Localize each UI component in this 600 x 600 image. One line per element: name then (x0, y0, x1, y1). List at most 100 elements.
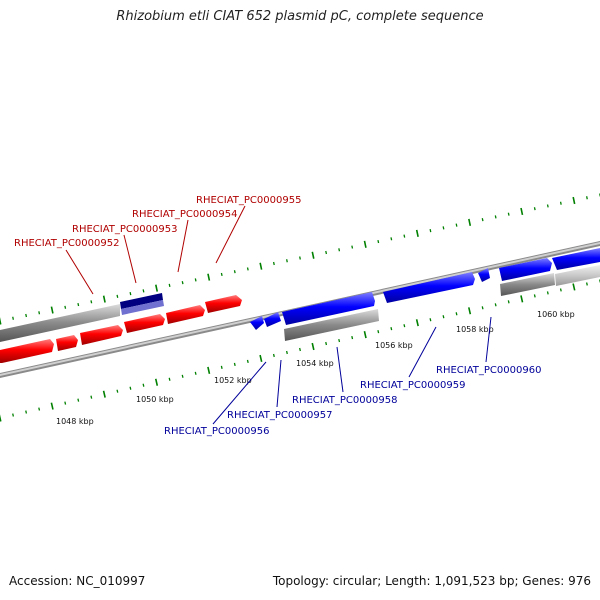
reverse-gene-labels: RHECIAT_PC0000956 RHECIAT_PC0000957 RHEC… (164, 365, 541, 437)
gene-label: RHECIAT_PC0000956 (164, 426, 269, 437)
minor-tick (585, 282, 588, 286)
minor-tick (129, 386, 132, 390)
minor-tick (507, 212, 510, 216)
minor-tick (272, 353, 275, 358)
tick-label: 1060 kbp (537, 310, 575, 319)
minor-tick (25, 313, 28, 318)
minor-tick (455, 312, 458, 316)
minor-tick (546, 291, 549, 295)
major-tick (259, 354, 263, 363)
map-title: Rhizobium etli CIAT 652 plasmid pC, comp… (116, 9, 484, 24)
minor-tick (77, 398, 80, 402)
major-tick (415, 319, 419, 327)
minor-tick (181, 374, 184, 378)
minor-tick (546, 204, 549, 208)
minor-tick (507, 300, 510, 304)
minor-tick (142, 383, 145, 387)
gene-arrow (264, 312, 281, 327)
minor-tick (233, 270, 236, 274)
gene-arrow (205, 295, 242, 313)
minor-tick (77, 302, 80, 307)
major-tick (311, 251, 315, 259)
topology-summary: Topology: circular; Length: 1,091,523 bp… (272, 574, 591, 588)
gene-arrow (250, 316, 264, 330)
minor-tick (429, 229, 432, 233)
gene-arrow (56, 335, 78, 351)
minor-tick (559, 201, 562, 205)
major-tick (207, 366, 211, 374)
gene-label: RHECIAT_PC0000952 (14, 238, 119, 249)
gene-label: RHECIAT_PC0000959 (360, 380, 465, 391)
minor-tick (481, 306, 484, 310)
major-tick (468, 307, 472, 315)
minor-tick (194, 371, 197, 375)
minor-tick (377, 239, 380, 244)
forward-gene-arrows (0, 295, 242, 363)
major-tick (102, 390, 106, 398)
minor-tick (442, 315, 445, 319)
minor-tick (116, 389, 119, 393)
minor-tick (533, 207, 536, 211)
minor-tick (38, 311, 41, 315)
major-tick (311, 342, 315, 351)
minor-tick (233, 362, 236, 366)
minor-tick (390, 327, 393, 331)
gene-label: RHECIAT_PC0000955 (196, 195, 301, 206)
minor-tick (25, 410, 28, 414)
major-tick (259, 262, 263, 270)
minor-tick (429, 318, 432, 322)
minor-tick (351, 335, 354, 340)
gene-arrow (552, 248, 600, 270)
minor-tick (455, 223, 458, 227)
minor-tick (181, 281, 184, 285)
reverse-feature-bars (284, 265, 600, 341)
gene-label: RHECIAT_PC0000953 (72, 224, 177, 235)
minor-tick (494, 303, 497, 307)
major-tick (363, 240, 367, 248)
minor-tick (299, 347, 301, 352)
forward-label-leaders (65, 205, 246, 295)
major-tick (363, 331, 367, 339)
outer-tick-ring (0, 193, 600, 325)
major-tick (50, 402, 54, 410)
minor-tick (129, 292, 132, 296)
minor-tick (220, 365, 223, 369)
gene-arrow (0, 339, 54, 363)
major-tick (154, 378, 159, 386)
minor-tick (246, 359, 249, 364)
gene-arrow (166, 305, 205, 324)
accession-text: Accession: NC_010997 (9, 574, 146, 588)
gene-arrow (124, 314, 165, 333)
reverse-label-leaders (212, 316, 492, 425)
minor-tick (194, 278, 197, 282)
forward-gene-labels: RHECIAT_PC0000952 RHECIAT_PC0000953 RHEC… (14, 195, 301, 249)
major-tick (0, 317, 2, 325)
major-tick (520, 207, 524, 216)
gene-label: RHECIAT_PC0000957 (227, 410, 332, 421)
major-tick (520, 295, 524, 303)
reverse-gene-arrows (250, 248, 600, 330)
major-tick (207, 273, 211, 281)
minor-tick (220, 272, 223, 277)
tick-label: 1048 kbp (56, 417, 94, 426)
tick-label: 1054 kbp (296, 359, 334, 368)
minor-tick (559, 288, 562, 292)
gene-arrow (478, 268, 490, 282)
minor-tick (325, 250, 328, 255)
minor-tick (64, 401, 67, 405)
minor-tick (168, 377, 171, 381)
tick-labels: 1048 kbp 1050 kbp 1052 kbp 1054 kbp 1056… (56, 310, 575, 426)
minor-tick (142, 289, 145, 293)
minor-tick (586, 196, 588, 200)
major-tick (415, 229, 419, 237)
minor-tick (64, 305, 67, 309)
minor-tick (286, 259, 288, 263)
major-tick (102, 295, 106, 303)
minor-tick (351, 245, 354, 249)
gene-arrow (80, 325, 123, 345)
gene-label: RHECIAT_PC0000960 (436, 365, 541, 376)
major-tick (572, 196, 576, 205)
gene-label: RHECIAT_PC0000954 (132, 209, 237, 220)
minor-tick (272, 261, 275, 266)
